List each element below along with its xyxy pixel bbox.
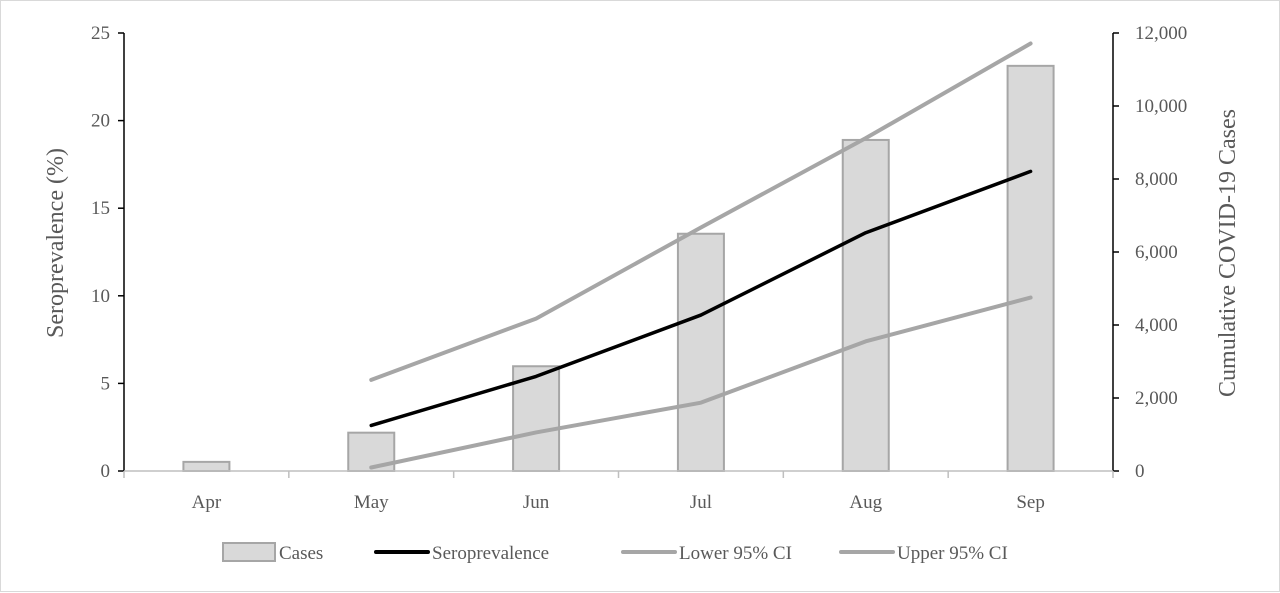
right-tick-label: 2,000 bbox=[1135, 388, 1178, 409]
right-axis-title: Cumulative COVID-19 Cases bbox=[1215, 109, 1241, 397]
bars-layer bbox=[182, 64, 1055, 472]
x-tick-label-sep: Sep bbox=[1016, 492, 1045, 513]
x-tick-label-jul: Jul bbox=[690, 492, 712, 513]
bar-jun bbox=[512, 365, 561, 472]
right-tick-label: 4,000 bbox=[1135, 315, 1178, 336]
right-tick-label: 12,000 bbox=[1135, 23, 1187, 44]
right-tick-label: 8,000 bbox=[1135, 169, 1178, 190]
legend-label-cases: Cases bbox=[279, 543, 323, 564]
legend-swatch-cases bbox=[222, 542, 276, 562]
left-axis-title: Seroprevalence (%) bbox=[43, 148, 69, 338]
series-line-lower-95-ci bbox=[369, 295, 1033, 470]
series-line-seroprevalence bbox=[369, 169, 1033, 428]
x-tick-label-may: May bbox=[354, 492, 389, 513]
legend: Cases Seroprevalence Lower 95% CI Upper 95%… bbox=[222, 542, 1008, 564]
x-tick-label-aug: Aug bbox=[849, 492, 882, 513]
x-tick-label-apr: Apr bbox=[192, 492, 222, 513]
left-tick-label: 5 bbox=[101, 373, 111, 394]
left-tick-label: 20 bbox=[91, 111, 110, 132]
x-tick-label-jun: Jun bbox=[523, 492, 550, 513]
left-tick-label: 15 bbox=[91, 198, 110, 219]
bar-apr bbox=[182, 460, 231, 472]
series-line-upper-95-ci bbox=[369, 41, 1033, 382]
legend-label-seroprevalence: Seroprevalence bbox=[432, 543, 549, 564]
right-tick-label: 6,000 bbox=[1135, 242, 1178, 263]
bar-aug bbox=[841, 138, 890, 472]
right-tick-label: 10,000 bbox=[1135, 96, 1187, 117]
right-tick-label: 0 bbox=[1135, 461, 1145, 482]
lines-layer bbox=[369, 41, 1033, 470]
left-tick-label: 25 bbox=[91, 23, 110, 44]
legend-label-lower-95-ci: Lower 95% CI bbox=[679, 543, 792, 564]
left-tick-label: 0 bbox=[101, 461, 111, 482]
bar-jul bbox=[676, 232, 725, 472]
left-tick-label: 10 bbox=[91, 286, 110, 307]
bar-sep bbox=[1006, 64, 1055, 472]
axes-layer: 0 5 10 15 20 25 0 2,000 4,000 6,000 8,000 10,000 12,… bbox=[91, 23, 1187, 513]
legend-label-upper-95-ci: Upper 95% CI bbox=[897, 543, 1008, 564]
